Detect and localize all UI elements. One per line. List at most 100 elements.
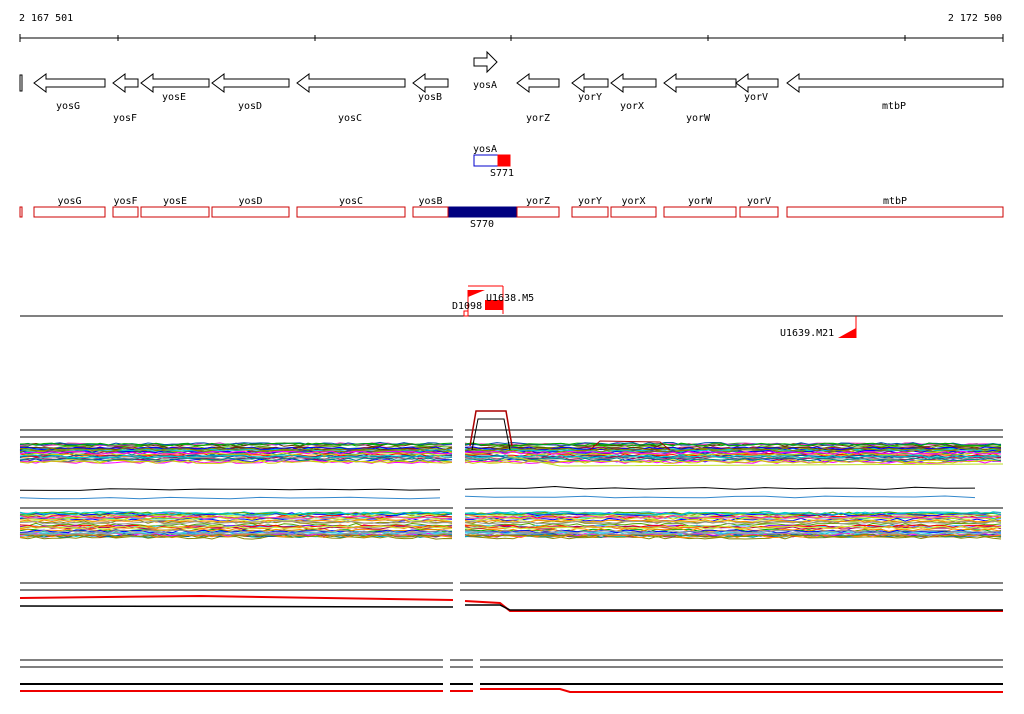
profile-peak bbox=[471, 418, 511, 451]
feature-box[interactable] bbox=[296, 206, 406, 218]
gene-arrow[interactable] bbox=[211, 73, 290, 93]
feature-box-label: yosB bbox=[418, 196, 442, 207]
feature-box-yosC[interactable]: yosC bbox=[296, 196, 406, 218]
feature-box-label: yosG bbox=[57, 196, 81, 207]
feature-box[interactable] bbox=[739, 206, 779, 218]
gene-arrow[interactable] bbox=[296, 73, 406, 93]
feature-box-yorX[interactable]: yorX bbox=[610, 196, 657, 218]
marker-label-d1098: D1098 bbox=[452, 301, 482, 312]
profile-line bbox=[464, 459, 1002, 464]
profile-line bbox=[19, 525, 453, 530]
feature-box-yorV[interactable]: yorV bbox=[739, 196, 779, 218]
profile-line bbox=[464, 447, 1002, 452]
gene-label: mtbP bbox=[882, 101, 906, 112]
feature-box-yosF[interactable]: yosF bbox=[112, 196, 139, 218]
coordinate-start: 2 167 501 bbox=[19, 13, 74, 24]
gene-yorY[interactable]: yorY bbox=[571, 73, 609, 103]
gene-mtbP[interactable]: mtbP bbox=[786, 73, 1004, 112]
profile-line bbox=[19, 496, 441, 500]
feature-box[interactable] bbox=[33, 206, 106, 218]
feature-box-label: yorX bbox=[621, 196, 645, 207]
feature-box-track: S770 yosG yosF yosE yosD yosC yosB yorZ yorY yor… bbox=[19, 196, 1004, 230]
gene-label: yorV bbox=[744, 92, 768, 103]
gene-yosB[interactable]: yosB bbox=[412, 73, 449, 103]
feature-box[interactable] bbox=[663, 206, 737, 218]
profile-line bbox=[464, 511, 1002, 516]
profile-line bbox=[19, 529, 453, 534]
feature-box-yorZ[interactable]: yorZ bbox=[516, 196, 560, 218]
profile-line bbox=[464, 525, 1002, 530]
feature-box[interactable] bbox=[516, 206, 560, 218]
feature-box-yorY[interactable]: yorY bbox=[571, 196, 609, 218]
gene-yosE[interactable]: yosE bbox=[140, 73, 210, 103]
gene-arrow[interactable] bbox=[473, 50, 498, 74]
profile-line bbox=[19, 488, 441, 491]
gene-yorZ[interactable]: yorZ bbox=[516, 73, 560, 124]
feature-box-yosB[interactable]: yosB bbox=[412, 196, 449, 218]
gene-arrow[interactable] bbox=[735, 73, 779, 93]
feature-box[interactable] bbox=[412, 206, 449, 218]
marker-block-u1638[interactable] bbox=[485, 300, 503, 310]
coordinate-end: 2 172 500 bbox=[947, 13, 1002, 24]
gene-yosF[interactable]: yosF bbox=[112, 73, 139, 124]
gene-arrow[interactable] bbox=[33, 73, 106, 93]
feature-box[interactable] bbox=[112, 206, 139, 218]
profile-line bbox=[589, 440, 671, 451]
gene-arrow[interactable] bbox=[663, 73, 737, 93]
gene-yorW[interactable]: yorW bbox=[663, 73, 737, 124]
feature-box[interactable] bbox=[211, 206, 290, 218]
small-feature-label: yosA bbox=[473, 144, 497, 155]
gene-label: yosA bbox=[473, 80, 497, 91]
profile-line bbox=[19, 451, 453, 456]
gene-arrow[interactable] bbox=[112, 73, 139, 93]
small-feature-track: yosA S771 bbox=[473, 144, 514, 179]
gene-yosC[interactable]: yosC bbox=[296, 73, 406, 124]
profile-line bbox=[19, 446, 453, 451]
gene-arrow[interactable] bbox=[571, 73, 609, 93]
small-feature-red-box[interactable] bbox=[497, 154, 511, 167]
gene-yorV[interactable]: yorV bbox=[735, 73, 779, 103]
marker-flag-d1098[interactable] bbox=[468, 290, 485, 297]
feature-highlight-box[interactable] bbox=[447, 206, 518, 218]
profile-line bbox=[19, 459, 453, 464]
gene-label: yosE bbox=[162, 92, 186, 103]
gene-yosG[interactable]: yosG bbox=[33, 73, 106, 112]
profile-line bbox=[480, 688, 1003, 693]
feature-box-label: yosD bbox=[238, 196, 262, 207]
feature-box[interactable] bbox=[786, 206, 1004, 218]
profile-line bbox=[19, 441, 453, 446]
marker-flag-u1639[interactable] bbox=[838, 328, 856, 338]
profile-line bbox=[19, 450, 453, 455]
profile-line bbox=[464, 454, 1002, 459]
feature-box-mtbP[interactable]: mtbP bbox=[786, 196, 1004, 218]
feature-box-yorW[interactable]: yorW bbox=[663, 196, 737, 218]
gene-arrow[interactable] bbox=[140, 73, 210, 93]
gene-arrow[interactable] bbox=[610, 73, 657, 93]
profile-line bbox=[464, 529, 1002, 534]
profile-line bbox=[19, 518, 453, 523]
feature-box-yosG[interactable]: yosG bbox=[33, 196, 106, 218]
feature-box[interactable] bbox=[140, 206, 210, 218]
profile-line bbox=[464, 495, 976, 499]
feature-box-yosE[interactable]: yosE bbox=[140, 196, 210, 218]
gene-yorX[interactable]: yorX bbox=[610, 73, 657, 112]
feature-box-yosD[interactable]: yosD bbox=[211, 196, 290, 218]
profile-line bbox=[19, 594, 454, 601]
gene-arrow[interactable] bbox=[516, 73, 560, 93]
profile-line bbox=[19, 443, 453, 448]
profile-line bbox=[464, 516, 1002, 521]
feature-box-label: yorW bbox=[688, 196, 713, 207]
feature-box-label: mtbP bbox=[883, 196, 907, 207]
feature-box[interactable] bbox=[610, 206, 657, 218]
gene-track: yosG yosF yosE yosD yosC yosB yosA yorZ yorY yorX… bbox=[19, 50, 1004, 124]
gene-arrow[interactable] bbox=[786, 73, 1004, 93]
feature-box-label: yorZ bbox=[526, 196, 550, 207]
gene-yosA[interactable]: yosA bbox=[473, 50, 498, 91]
small-feature-blue-box[interactable] bbox=[473, 154, 499, 167]
gene-yosD[interactable]: yosD bbox=[211, 73, 290, 112]
feature-box[interactable] bbox=[571, 206, 609, 218]
profile-line bbox=[464, 520, 1002, 525]
profile-line bbox=[19, 520, 453, 525]
gene-arrow[interactable] bbox=[412, 73, 449, 93]
